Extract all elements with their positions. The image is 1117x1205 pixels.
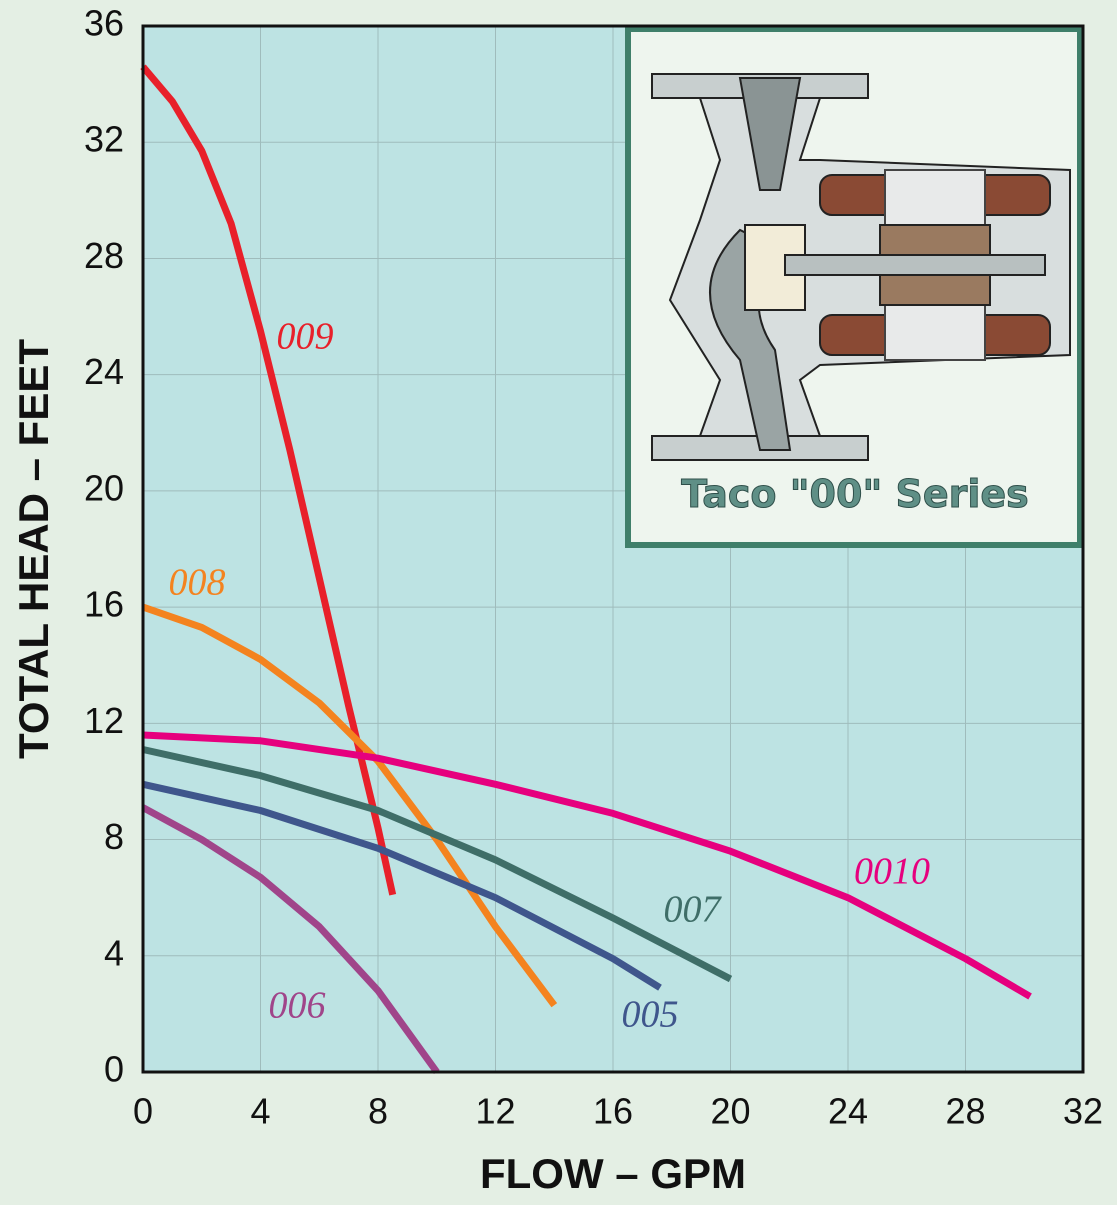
series-label: 008 [169,562,226,604]
chart: 0090080010007005006 Taco "00" Series FLO… [0,0,1117,1205]
inset-label: Taco "00" Series [681,472,1029,516]
x-tick-label: 32 [1063,1091,1103,1132]
series-label: 007 [664,889,723,931]
series-label: 006 [269,985,326,1027]
x-tick-label: 24 [828,1091,868,1132]
series-label: 0010 [854,851,930,893]
x-tick-label: 4 [250,1091,270,1132]
y-tick-label: 24 [84,351,124,392]
x-tick-label: 16 [593,1091,633,1132]
y-tick-label: 8 [104,816,124,857]
y-tick-label: 32 [84,119,124,160]
x-tick-label: 28 [945,1091,985,1132]
x-axis-title: FLOW – GPM [480,1150,746,1197]
y-tick-label: 12 [84,700,124,741]
series-label: 005 [622,994,679,1036]
y-axis-title: TOTAL HEAD – FEET [10,339,57,759]
y-tick-label: 20 [84,467,124,508]
y-tick-label: 28 [84,235,124,276]
x-tick-label: 12 [475,1091,515,1132]
x-tick-label: 0 [133,1091,153,1132]
inset: Taco "00" Series [628,29,1080,545]
x-tick-label: 8 [368,1091,388,1132]
y-tick-label: 16 [84,584,124,625]
series-label: 009 [277,316,334,358]
y-tick-label: 0 [104,1049,124,1090]
y-tick-label: 36 [84,3,124,44]
y-tick-label: 4 [104,932,124,973]
x-tick-label: 20 [710,1091,750,1132]
